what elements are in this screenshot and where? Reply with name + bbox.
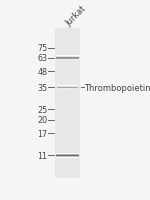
Text: Thrombopoietin: Thrombopoietin (84, 83, 150, 92)
Text: 75: 75 (37, 44, 47, 53)
Text: 17: 17 (37, 129, 47, 138)
Text: 20: 20 (37, 116, 47, 125)
Bar (55, 29, 80, 178)
Text: 25: 25 (37, 105, 47, 114)
Text: 48: 48 (37, 67, 47, 76)
Text: Jurkat: Jurkat (64, 4, 87, 28)
Text: 35: 35 (37, 83, 47, 92)
Text: 63: 63 (37, 54, 47, 63)
Text: 11: 11 (37, 151, 47, 160)
